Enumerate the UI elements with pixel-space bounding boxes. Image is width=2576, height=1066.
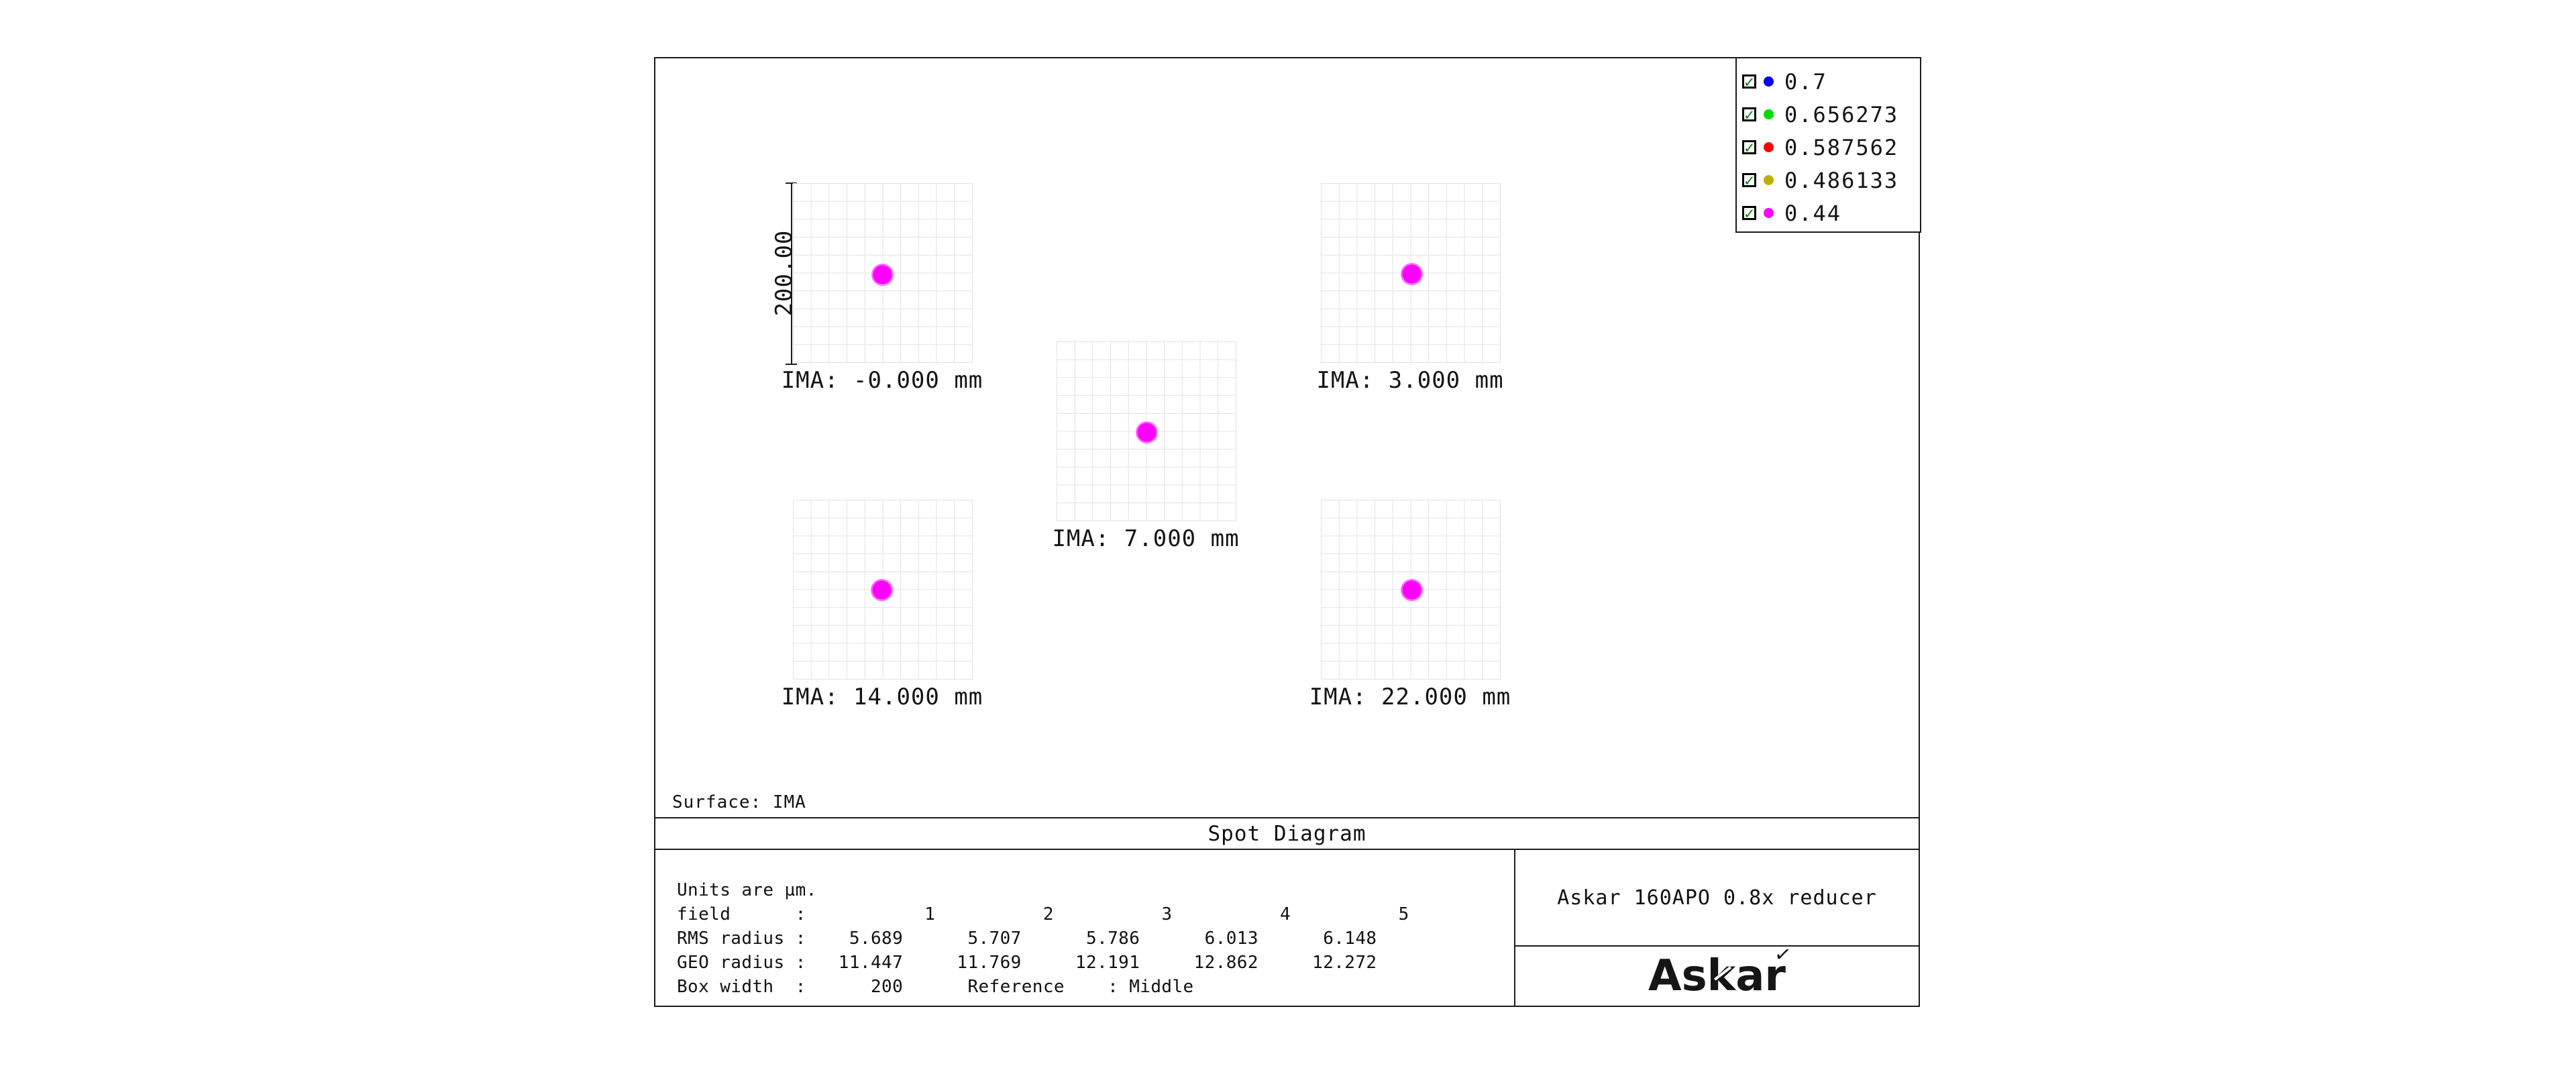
divider-line: [655, 817, 1919, 818]
ima-label-field-4: IMA: 14.000 mm: [781, 684, 983, 710]
stats-rms-radius-line: RMS radius : 5.689 5.707 5.786 6.013 6.1…: [677, 928, 1377, 949]
wavelength-checkbox-4[interactable]: ✓: [1742, 172, 1756, 189]
surface-label: Surface: IMA: [672, 792, 806, 812]
system-title: Askar 160APO 0.8x reducer: [1557, 886, 1877, 910]
scale-bar-bottom-tick: [786, 364, 797, 365]
ima-label-field-2: IMA: 3.000 mm: [1316, 367, 1504, 394]
plot-frame: 200.00 IMA: -0.000 mm IMA: 3.000 mm IMA:…: [654, 57, 1921, 1007]
panel-divider-horizontal: [1514, 945, 1919, 947]
spot-grid-field-2: [1321, 183, 1501, 363]
scale-bar-top-tick: [786, 182, 797, 184]
spot-grid-field-1: [793, 183, 973, 363]
panel-divider-vertical: [1514, 850, 1515, 1006]
stats-field-line: field : 1 2 3 4 5: [677, 904, 1409, 924]
spot-grid-field-5: [1321, 500, 1501, 680]
wavelength-dot-darkyellow-icon: [1764, 175, 1774, 185]
logo-cell: Askar ✓: [1515, 942, 1919, 1006]
wavelength-label-1: 0.7: [1784, 68, 1827, 95]
scale-bar-line: [791, 182, 792, 365]
spot-field-5: [1401, 579, 1423, 601]
spot-field-4: [871, 579, 893, 601]
wavelength-checkbox-1[interactable]: ✓: [1742, 74, 1756, 90]
wavelength-checkbox-2[interactable]: ✓: [1742, 107, 1756, 123]
wavelength-dot-red-icon: [1764, 142, 1774, 152]
spot-field-3: [1136, 421, 1158, 443]
divider-line: [655, 849, 1919, 850]
ima-label-field-1: IMA: -0.000 mm: [781, 367, 983, 394]
spot-field-2: [1401, 263, 1423, 285]
wavelength-checkbox-5[interactable]: ✓: [1742, 205, 1756, 221]
legend-row-2: ✓ 0.656273: [1737, 98, 1920, 131]
spot-field-1: [871, 264, 894, 286]
legend-row-4: ✓ 0.486133: [1737, 164, 1920, 197]
ima-label-field-5: IMA: 22.000 mm: [1309, 684, 1511, 710]
legend-row-1: ✓ 0.7: [1737, 65, 1920, 98]
wavelength-label-5: 0.44: [1784, 200, 1842, 226]
wavelength-label-2: 0.656273: [1784, 101, 1899, 127]
wavelength-label-4: 0.486133: [1784, 167, 1899, 193]
plot-title: Spot Diagram: [1208, 821, 1366, 846]
stats-geo-radius-line: GEO radius : 11.447 11.769 12.191 12.862…: [677, 953, 1377, 973]
legend-row-5: ✓ 0.44: [1737, 197, 1920, 229]
legend-row-3: ✓ 0.587562: [1737, 131, 1920, 164]
wavelength-legend: ✓ 0.7 ✓ 0.656273 ✓ 0.587562 ✓ 0.486133 ✓: [1735, 57, 1921, 233]
stats-box-width-line: Box width : 200 Reference : Middle: [677, 977, 1194, 997]
spot-grid-field-4: [793, 500, 973, 680]
wavelength-dot-green-icon: [1764, 109, 1774, 119]
wavelength-dot-blue-icon: [1764, 76, 1774, 87]
askar-logo-check-icon: ✓: [1772, 942, 1793, 968]
wavelength-label-3: 0.587562: [1784, 134, 1899, 160]
stats-units-line: Units are µm.: [677, 880, 817, 900]
ima-label-field-3: IMA: 7.000 mm: [1052, 525, 1240, 552]
wavelength-checkbox-3[interactable]: ✓: [1742, 140, 1756, 156]
askar-logo: Askar ✓: [1648, 942, 1792, 998]
wavelength-dot-magenta-icon: [1764, 208, 1774, 218]
spot-grid-field-3: [1057, 341, 1236, 521]
scale-bar-label: 200.00: [771, 229, 798, 317]
